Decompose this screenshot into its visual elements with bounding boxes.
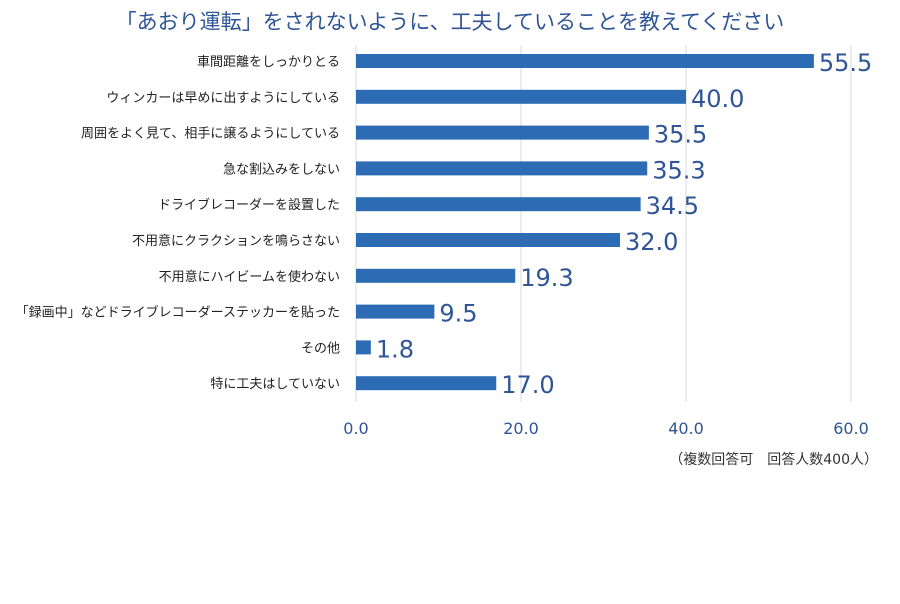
data-label: 17.0	[501, 371, 554, 399]
category-label: 不用意にクラクションを鳴らさない	[132, 233, 340, 249]
bar	[356, 125, 649, 140]
data-label: 35.5	[654, 121, 707, 149]
x-tick-label: 60.0	[833, 419, 869, 438]
data-label: 32.0	[625, 228, 678, 256]
bar	[356, 376, 497, 391]
category-label: 「録画中」などドライブレコーダーステッカーを貼った	[16, 305, 340, 321]
data-label: 1.8	[376, 335, 414, 363]
bar	[356, 161, 648, 176]
chart-title: 「あおり運転」をされないように、工夫していることを教えてください	[115, 10, 785, 34]
x-tick-label: 0.0	[343, 419, 368, 438]
category-label: 周囲をよく見て、相手に譲るようにしている	[81, 126, 340, 142]
data-label: 19.3	[520, 264, 573, 292]
category-label: 不用意にハイビームを使わない	[159, 269, 340, 285]
x-tick-label: 20.0	[503, 419, 539, 438]
data-label: 40.0	[691, 85, 744, 113]
category-label: 車間距離をしっかりとる	[197, 55, 340, 70]
bar	[356, 89, 686, 104]
bar	[356, 304, 435, 319]
x-tick-label: 40.0	[668, 419, 704, 438]
data-label: 34.5	[646, 192, 699, 220]
category-label: 特に工夫はしていない	[210, 377, 340, 392]
category-label: ドライブレコーダーを設置した	[158, 197, 340, 213]
data-label: 9.5	[439, 300, 477, 328]
bar	[356, 268, 516, 283]
bar	[356, 340, 371, 355]
category-label: 急な割込みをしない	[223, 161, 340, 177]
data-label: 55.5	[819, 49, 872, 77]
category-label: ウィンカーは早めに出すようにしている	[106, 91, 340, 106]
chart-note: （複数回答可 回答人数400人）	[669, 452, 878, 468]
bar	[356, 197, 641, 212]
data-label: 35.3	[652, 156, 705, 184]
bar	[356, 54, 814, 68]
bar	[356, 233, 620, 247]
category-label: その他	[301, 341, 340, 356]
